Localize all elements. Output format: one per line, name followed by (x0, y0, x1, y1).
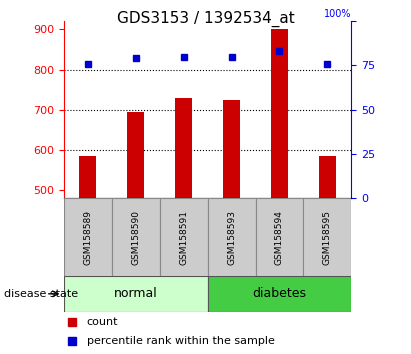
Bar (112, 198, 159, 276)
Text: diabetes: diabetes (252, 287, 307, 300)
Bar (319, 156, 336, 198)
Text: GSM158589: GSM158589 (83, 210, 92, 265)
Text: normal: normal (114, 287, 157, 300)
Bar (64, 276, 208, 312)
Bar (127, 112, 144, 198)
Text: GSM158594: GSM158594 (275, 210, 284, 265)
Text: GDS3153 / 1392534_at: GDS3153 / 1392534_at (117, 11, 294, 27)
Bar (208, 198, 256, 276)
Bar (271, 29, 288, 198)
Text: GSM158595: GSM158595 (323, 210, 332, 265)
Bar (303, 198, 351, 276)
Bar (175, 98, 192, 198)
Bar (159, 198, 208, 276)
Text: disease state: disease state (4, 289, 78, 299)
Bar (256, 198, 303, 276)
Bar (79, 156, 96, 198)
Text: GSM158593: GSM158593 (227, 210, 236, 265)
Text: GSM158591: GSM158591 (179, 210, 188, 265)
Bar (223, 100, 240, 198)
Text: count: count (87, 318, 118, 327)
Text: 100%: 100% (324, 10, 351, 19)
Bar (208, 276, 351, 312)
Bar (64, 198, 112, 276)
Text: percentile rank within the sample: percentile rank within the sample (87, 336, 275, 346)
Text: GSM158590: GSM158590 (131, 210, 140, 265)
